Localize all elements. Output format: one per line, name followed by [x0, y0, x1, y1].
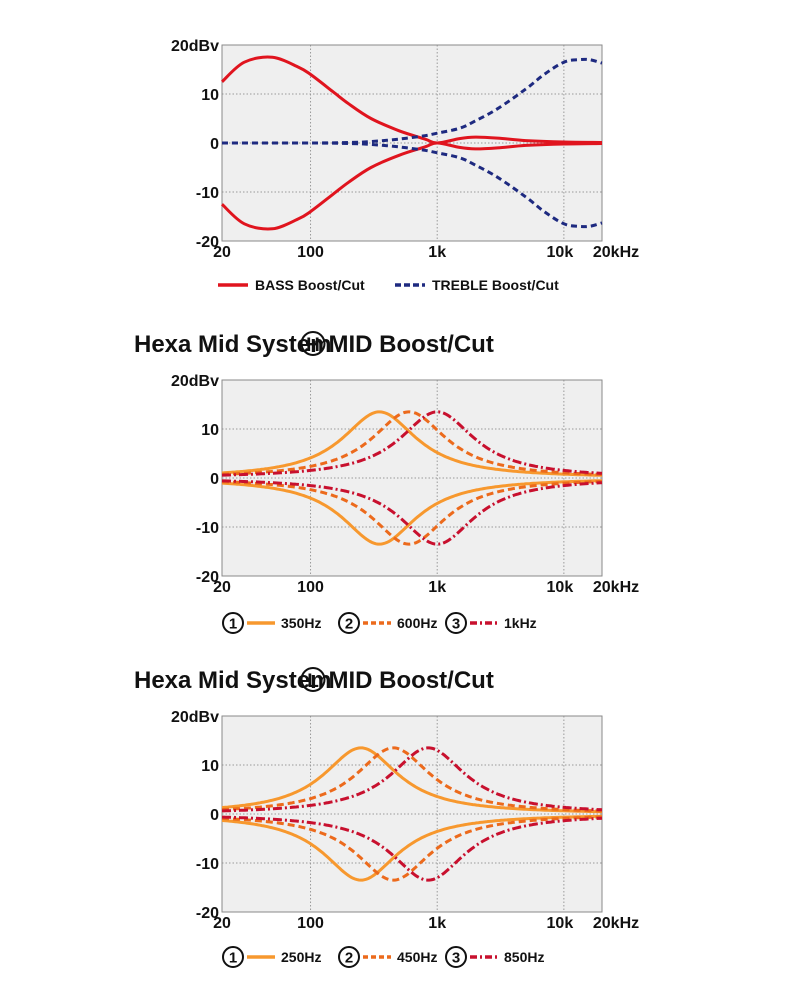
mid-350Hz-boost-curve — [221, 410, 602, 477]
mid-450Hz-boost-curve — [221, 746, 603, 813]
mid-1kHz-cut-curve — [221, 479, 603, 546]
legend-label: 350Hz — [281, 615, 321, 631]
x-tick-label: 20 — [213, 244, 231, 261]
y-tick-label: 20dBv — [171, 373, 219, 390]
chart-title-text: Hexa Mid System — [134, 331, 331, 358]
mid-850Hz-cut-curve — [222, 815, 603, 882]
legend-number-circle — [338, 612, 360, 634]
title-badge-circle — [300, 667, 326, 692]
mid-250Hz-cut-curve — [221, 814, 602, 882]
y-tick-label: 20dBv — [171, 38, 219, 55]
y-tick-label: -20 — [196, 234, 219, 251]
legend-number: 3 — [452, 950, 460, 967]
legend-number: 1 — [229, 950, 237, 967]
legend-number-circle — [222, 612, 244, 634]
y-tick-label: 20dBv — [171, 709, 219, 726]
legend-label: 250Hz — [281, 949, 321, 965]
title-badge-letter: H — [306, 335, 320, 356]
bass-cut-curve — [220, 141, 603, 231]
x-tick-label: 100 — [297, 915, 324, 932]
y-tick-label: -20 — [196, 905, 219, 922]
x-tick-label: 20 — [213, 915, 231, 932]
chart-title-text: Hexa Mid System — [134, 667, 331, 694]
legend-number: 1 — [229, 616, 237, 633]
legend-number-circle — [445, 612, 467, 634]
title-badge-letter: L — [307, 671, 319, 692]
y-tick-label: 0 — [210, 471, 219, 488]
mid-350Hz-cut-curve — [221, 479, 602, 546]
x-tick-label: 1k — [428, 915, 446, 932]
bass-boost-curve — [220, 55, 603, 145]
y-tick-label: -20 — [196, 569, 219, 586]
y-tick-label: 10 — [201, 758, 219, 775]
legend-number: 2 — [345, 950, 353, 967]
chart-title-suffix: MID Boost/Cut — [329, 331, 494, 358]
legend-number: 3 — [452, 616, 460, 633]
treble-cut-curve — [221, 141, 603, 229]
x-tick-label: 1k — [428, 579, 446, 596]
chart-title-suffix: MID Boost/Cut — [329, 667, 494, 694]
x-tick-label: 100 — [297, 244, 324, 261]
x-tick-label: 10k — [547, 579, 574, 596]
y-tick-label: -10 — [196, 856, 219, 873]
x-tick-label: 100 — [297, 579, 324, 596]
y-tick-label: 10 — [201, 87, 219, 104]
legend-label: 1kHz — [504, 615, 537, 631]
legend-label: 600Hz — [397, 615, 437, 631]
mid-250Hz-boost-curve — [221, 746, 602, 814]
chart-legend: 1 250Hz 2 450Hz 3 850Hz — [222, 946, 544, 968]
x-tick-label: 20kHz — [593, 244, 639, 261]
x-tick-label: 20kHz — [593, 579, 639, 596]
plot-frame — [221, 379, 603, 577]
legend-number: 2 — [345, 616, 353, 633]
chart-legend: BASS Boost/Cut TREBLE Boost/Cut — [218, 277, 559, 293]
title-badge-circle — [300, 331, 326, 356]
y-tick-label: 0 — [210, 807, 219, 824]
mid-1kHz-boost-curve — [221, 410, 603, 477]
plot-frame — [221, 715, 603, 913]
mid-450Hz-cut-curve — [221, 815, 603, 882]
legend-number-circle — [222, 946, 244, 968]
chart-legend: 1 350Hz 2 600Hz 3 1kHz — [222, 612, 537, 634]
x-tick-label: 10k — [547, 244, 574, 261]
legend-label: BASS Boost/Cut — [255, 277, 365, 293]
x-tick-label: 20kHz — [593, 915, 639, 932]
legend-label: TREBLE Boost/Cut — [432, 277, 559, 293]
y-tick-label: -10 — [196, 185, 219, 202]
mid-850Hz-boost-curve — [222, 746, 603, 813]
y-tick-label: -10 — [196, 520, 219, 537]
legend-label: 850Hz — [504, 949, 544, 965]
y-tick-label: 10 — [201, 422, 219, 439]
y-tick-label: 0 — [210, 136, 219, 153]
x-tick-label: 20 — [213, 579, 231, 596]
x-tick-label: 1k — [428, 244, 446, 261]
legend-label: 450Hz — [397, 949, 437, 965]
legend-number-circle — [445, 946, 467, 968]
legend-number-circle — [338, 946, 360, 968]
x-tick-label: 10k — [547, 915, 574, 932]
